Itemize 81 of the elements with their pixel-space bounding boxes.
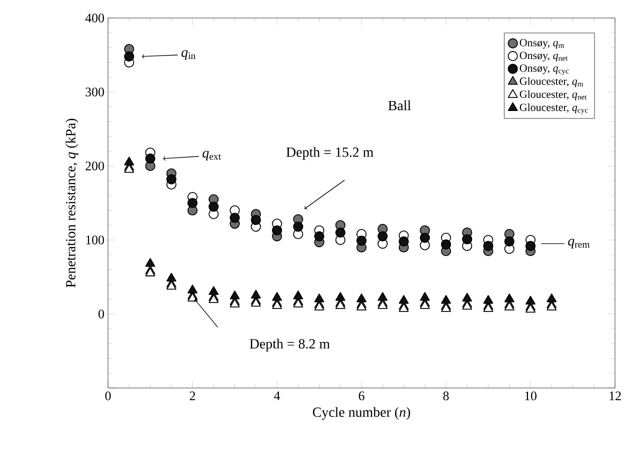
- point: [166, 280, 176, 290]
- point: [335, 228, 346, 238]
- y-tick-label: 0: [98, 310, 104, 318]
- point: [272, 225, 282, 236]
- x-axis-title: Cycle number (n): [312, 407, 410, 420]
- x-tick-label: 4: [274, 392, 280, 400]
- point: [420, 292, 430, 301]
- point: [462, 234, 472, 244]
- y-tick-label: 100: [86, 236, 104, 244]
- point: [230, 212, 240, 223]
- y-tick-label: 400: [85, 14, 104, 22]
- point: [462, 300, 472, 310]
- x-tick-label: 8: [443, 392, 449, 400]
- point: [335, 300, 346, 309]
- annotation: q$_{rem}$: [568, 238, 590, 248]
- point: [440, 239, 452, 250]
- point: [208, 286, 219, 295]
- point: [398, 303, 409, 312]
- point: [293, 222, 304, 232]
- point: [483, 295, 494, 304]
- point: [504, 302, 514, 310]
- point: [420, 300, 430, 309]
- point: [166, 272, 176, 282]
- point: [441, 295, 451, 304]
- point: [526, 304, 536, 313]
- point: [504, 236, 514, 247]
- annotation: q$_{in}$: [182, 50, 196, 60]
- annotation: q$_{ext}$: [202, 150, 222, 160]
- x-tick-label: 0: [105, 392, 111, 400]
- point: [398, 236, 409, 247]
- legend-label: Gloucester, q$_{m}$: [520, 77, 584, 88]
- point: [462, 292, 472, 302]
- point: [230, 290, 240, 300]
- point: [188, 284, 198, 294]
- legend-label: Onsøy, q$_{cyc}$: [520, 64, 569, 75]
- y-tick-label: 300: [86, 88, 104, 96]
- point: [526, 296, 536, 304]
- point: [187, 198, 198, 208]
- point: [525, 240, 536, 251]
- point: [272, 292, 282, 301]
- point: [314, 302, 324, 310]
- point: [314, 294, 324, 302]
- legend-label: Gloucester, q$_{net}$: [520, 90, 587, 100]
- point: [272, 300, 282, 309]
- x-tick-label: 10: [525, 392, 536, 400]
- point: [145, 258, 156, 267]
- y-tick-label: 200: [86, 162, 104, 170]
- point: [145, 154, 156, 164]
- point: [335, 292, 346, 301]
- point: [356, 302, 366, 310]
- point: [293, 290, 304, 300]
- point: [314, 231, 324, 242]
- legend-label: Onsøy, q$_{m}$: [520, 38, 564, 49]
- point: [420, 232, 430, 243]
- annotation: Depth = 8.2 m: [250, 338, 330, 352]
- point: [145, 268, 156, 276]
- point: [546, 302, 557, 310]
- annotation: Ball: [388, 100, 411, 110]
- point: [166, 174, 176, 184]
- point: [378, 231, 388, 242]
- point: [356, 294, 366, 302]
- y-axis-title: Penetration resistance, q (kPa): [66, 118, 78, 288]
- legend-label: Onsøy, q$_{net}$: [520, 52, 568, 62]
- point: [356, 236, 367, 246]
- point: [483, 303, 494, 312]
- point: [250, 298, 261, 307]
- annotation: Depth = 15.2 m: [286, 147, 374, 160]
- point: [208, 202, 219, 212]
- point: [441, 303, 451, 312]
- point: [546, 294, 557, 302]
- x-tick-label: 2: [190, 392, 196, 400]
- x-tick-label: 12: [610, 392, 621, 400]
- x-tick-label: 6: [358, 392, 364, 400]
- point: [378, 300, 388, 309]
- point: [398, 295, 409, 304]
- point: [250, 290, 261, 299]
- point: [378, 292, 388, 301]
- point: [483, 240, 494, 251]
- legend-label: Gloucester, q$_{cyc}$: [520, 103, 588, 114]
- point: [504, 294, 514, 302]
- point: [250, 214, 261, 226]
